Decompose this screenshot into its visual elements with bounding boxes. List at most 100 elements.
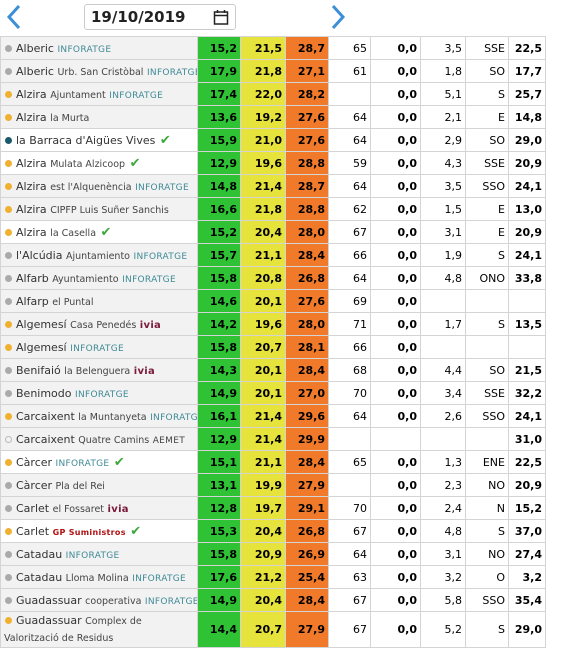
- next-button[interactable]: [330, 4, 346, 30]
- wind-dir: NO: [465, 473, 509, 497]
- wind-dir: SO: [465, 358, 509, 382]
- header: 19/10/2019: [0, 0, 583, 36]
- station-row[interactable]: Alzira la Murta 13,6 19,2 27,6 64 0,0 2,1 E 14,8: [0, 105, 546, 129]
- temp-avg: 20,1: [240, 358, 286, 382]
- status-dot: [5, 367, 12, 374]
- temp-avg: 21,1: [240, 243, 286, 267]
- station-name: Catadau: [16, 547, 63, 561]
- station-row[interactable]: Alzira CIPFP Luis Suñer Sanchis 16,6 21,8 2…: [0, 197, 546, 221]
- station-name: Alberic: [16, 64, 54, 78]
- wind-dir: S: [465, 519, 509, 543]
- station-row[interactable]: Guadassuar cooperativa INFORATGE 14,9 20,4…: [0, 588, 546, 612]
- date-input[interactable]: 19/10/2019: [84, 4, 236, 30]
- status-dot: [5, 206, 12, 213]
- temp-avg: 20,4: [240, 220, 286, 244]
- station-row[interactable]: Alzira la Casella ✔ 15,2 20,4 28,0 67 0,0 3,1 E…: [0, 220, 546, 244]
- station-row[interactable]: Alfarb Ayuntamiento INFORATGE 15,8 20,8 26,…: [0, 266, 546, 290]
- station-cell: la Barraca d'Aigües Vives ✔: [0, 128, 198, 152]
- station-name: Carlet: [16, 501, 50, 515]
- station-location: Mulata Alzicoop: [50, 158, 126, 170]
- humidity: 65: [328, 450, 371, 474]
- calendar-icon[interactable]: [213, 9, 229, 25]
- station-name: Carcaixent: [16, 432, 75, 446]
- wind-dir: SSE: [465, 36, 509, 60]
- provider: INFORATGE: [146, 67, 198, 78]
- humidity: 63: [328, 565, 371, 589]
- wind-gust: 20,9: [508, 151, 546, 175]
- wind-gust: [508, 335, 546, 359]
- station-row[interactable]: Guadassuar Complex de Valorització de Re…: [0, 611, 546, 648]
- status-dot: [5, 390, 12, 397]
- station-row[interactable]: Alzira Ajuntament INFORATGE 17,4 22,0 28,2 0…: [0, 82, 546, 106]
- station-row[interactable]: Carcaixent la Muntanyeta INFORATGE16,121…: [0, 404, 546, 428]
- verified-check: ✔: [96, 224, 112, 240]
- station-name: Catadau: [16, 570, 63, 584]
- wind-dir: S: [465, 243, 509, 267]
- station-row[interactable]: la Barraca d'Aigües Vives ✔ 15,9 21,0 27,6 6…: [0, 128, 546, 152]
- wind-gust: 37,0: [508, 519, 546, 543]
- station-row[interactable]: Algemesí INFORATGE 15,8 20,7 28,1 66 0,0: [0, 335, 546, 359]
- wind-speed: 5,8: [420, 588, 466, 612]
- station-row[interactable]: Càrcer INFORATGE ✔ 15,1 21,1 28,4 65 0,0 1,3 EN…: [0, 450, 546, 474]
- temp-max: 28,7: [285, 36, 329, 60]
- station-row[interactable]: Carlet el Fossaret ivia 12,8 19,7 29,1 70 0,0…: [0, 496, 546, 520]
- temp-min: 17,4: [197, 82, 241, 106]
- wind-dir: SO: [465, 128, 509, 152]
- temp-max: 27,0: [285, 381, 329, 405]
- temp-max: 28,7: [285, 174, 329, 198]
- station-cell: Càrcer INFORATGE ✔: [0, 450, 198, 474]
- station-row[interactable]: Carlet GP Suministros ✔ 15,3 20,4 26,8 67 0,0…: [0, 519, 546, 543]
- station-row[interactable]: Càrcer Pla del Rei 13,1 19,9 27,9 0,0 2,3 NO 20…: [0, 473, 546, 497]
- wind-speed: [420, 289, 466, 313]
- station-row[interactable]: Benifaió la Belenguera ivia 14,3 20,1 28,4 6…: [0, 358, 546, 382]
- status-dot: [5, 252, 12, 259]
- humidity: 67: [328, 588, 371, 612]
- rain: 0,0: [370, 565, 421, 589]
- station-row[interactable]: Catadau INFORATGE 15,8 20,9 26,9 64 0,0 3,1 NO 2…: [0, 542, 546, 566]
- wind-speed: 4,4: [420, 358, 466, 382]
- temp-avg: 21,4: [240, 404, 286, 428]
- wind-gust: 29,0: [508, 611, 546, 648]
- status-dot: [5, 597, 12, 604]
- wind-gust: 3,2: [508, 565, 546, 589]
- station-row[interactable]: Alzira est l'Alquenència INFORATGE 14,8 21…: [0, 174, 546, 198]
- temp-min: 13,1: [197, 473, 241, 497]
- station-row[interactable]: Benimodo INFORATGE 14,9 20,1 27,0 70 0,0 3,4 SS…: [0, 381, 546, 405]
- temp-min: 17,9: [197, 59, 241, 83]
- wind-dir: ENE: [465, 450, 509, 474]
- temp-min: 14,6: [197, 289, 241, 313]
- station-row[interactable]: Carcaixent Quatre Camins AEMET 12,9 21,4 29…: [0, 427, 546, 451]
- wind-dir: S: [465, 611, 509, 648]
- temp-avg: 19,6: [240, 312, 286, 336]
- temp-max: 25,4: [285, 565, 329, 589]
- wind-speed: [420, 427, 466, 451]
- station-name: Alzira: [16, 202, 47, 216]
- temp-max: 28,4: [285, 450, 329, 474]
- station-row[interactable]: Alberic Urb. San Cristòbal INFORATGE 17,9…: [0, 59, 546, 83]
- wind-gust: 33,8: [508, 266, 546, 290]
- station-row[interactable]: Catadau Lloma Molina INFORATGE 17,6 21,2 25…: [0, 565, 546, 589]
- station-row[interactable]: Alzira Mulata Alzicoop ✔ 12,9 19,6 28,8 59 0,…: [0, 151, 546, 175]
- station-row[interactable]: Alfarp el Puntal 14,6 20,1 27,6 69 0,0: [0, 289, 546, 313]
- temp-avg: 20,9: [240, 542, 286, 566]
- rain: 0,0: [370, 588, 421, 612]
- temp-min: 14,9: [197, 381, 241, 405]
- wind-dir: SSE: [465, 151, 509, 175]
- humidity: 67: [328, 519, 371, 543]
- humidity: 66: [328, 243, 371, 267]
- status-dot: [5, 413, 12, 420]
- prev-button[interactable]: [6, 4, 22, 30]
- provider: INFORATGE: [135, 182, 189, 193]
- station-name: la Barraca d'Aigües Vives: [16, 133, 156, 147]
- station-location: Complex de Valorització de Residus: [4, 615, 142, 644]
- status-dot: [5, 68, 12, 75]
- rain: 0,0: [370, 220, 421, 244]
- temp-avg: 20,1: [240, 289, 286, 313]
- humidity: 64: [328, 266, 371, 290]
- station-row[interactable]: l'Alcúdia Ajuntamiento INFORATGE 15,7 21,1…: [0, 243, 546, 267]
- station-row[interactable]: Algemesí Casa Penedés ivia 14,2 19,6 28,0 71…: [0, 312, 546, 336]
- station-row[interactable]: Alberic INFORATGE 15,2 21,5 28,7 65 0,0 3,5 SSE…: [0, 36, 546, 60]
- wind-gust: 25,7: [508, 82, 546, 106]
- rain: 0,0: [370, 450, 421, 474]
- status-dot: [5, 574, 12, 581]
